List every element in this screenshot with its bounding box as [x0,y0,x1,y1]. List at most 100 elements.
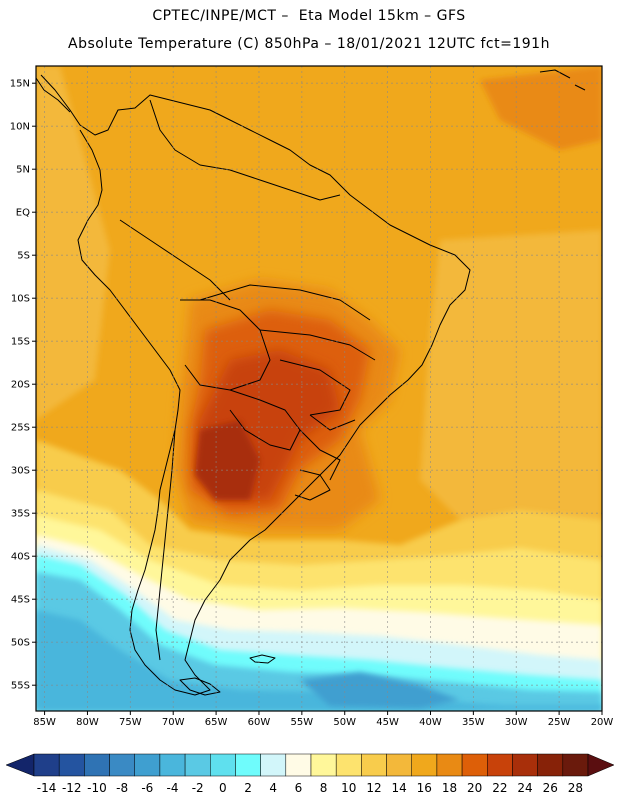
colorbar-swatch [210,753,236,777]
colorbar-swatch [562,753,589,777]
colorbar-label: -6 [141,781,153,795]
caribbean-islands [539,69,586,91]
colorbar-swatch [335,753,362,777]
lat-tick-label: 40S [11,552,30,563]
colorbar-swatch [58,753,85,777]
lon-tick-label: 65W [205,717,228,728]
colorbar-swatch [159,753,186,777]
lat-tick-label: 25S [11,423,30,434]
central-america-coast [36,77,71,113]
brazil-state-lines [199,284,376,431]
border-paraguay [229,389,301,451]
colorbar-swatch [436,753,463,777]
colorbar-swatch [84,753,110,777]
colorbar-label: 16 [417,781,432,795]
lat-tick-label: 5S [17,251,30,262]
colorbar-label: 24 [517,781,532,795]
field-south-band-minus4 [36,610,602,711]
lat-tick-label: 15N [10,79,30,90]
border-venezuela-brazil [229,169,341,201]
colorbar-label: 0 [219,781,227,795]
colorbar-label: -10 [87,781,107,795]
lon-tick-label: 25W [548,717,571,728]
colorbar-label: 14 [391,781,406,795]
field-caribbean-hot [480,66,602,150]
lat-tick-label: 10N [10,122,30,133]
border-peru-brazil [119,219,231,301]
lon-tick-label: 35W [462,717,485,728]
colorbar-swatch [512,753,538,777]
colorbar-label: -14 [37,781,57,795]
lon-tick-label: 20W [591,717,614,728]
south-america-coastline [40,74,471,696]
temperature-field [36,66,602,711]
graticule [36,66,603,711]
field-pacific-tropics [36,66,110,420]
border-uruguay [294,469,331,501]
colorbar-label: 4 [269,781,277,795]
colorbar-swatch [386,753,412,777]
colorbar-swatch [260,753,287,777]
lat-tick-label: 5N [16,165,30,176]
colorbar-swatch [461,753,488,777]
lon-tick-label: 40W [419,717,442,728]
lon-tick-label: 30W [505,717,528,728]
colorbar-label: 20 [467,781,482,795]
lat-tick-label: 35S [11,509,30,520]
lat-tick-label: 10S [11,294,30,305]
colorbar-swatch [134,753,161,777]
coastline-layer [36,69,586,696]
colorbar: -14 -12 -10 -8 -6 -4 -2 0 2 4 6 8 10 12 14 16 18 20 22 24 26… [5,753,615,795]
colorbar-label: 6 [295,781,303,795]
colorbar-label: -12 [62,781,82,795]
colorbar-label: -2 [192,781,204,795]
colorbar-label: 26 [543,781,558,795]
colorbar-swatch [33,753,60,777]
lon-tick-label: 70W [162,717,185,728]
lon-tick-label: 80W [76,717,99,728]
colorbar-label: 8 [320,781,328,795]
colorbar-swatch [184,753,211,777]
colorbar-label: 22 [492,781,507,795]
colorbar-over-arrow [587,753,615,777]
lon-tick-label: 50W [333,717,356,728]
field-chaco-hottest [195,420,260,500]
lat-tick-label: 55S [11,681,30,692]
colorbar-under-arrow [5,753,35,777]
lat-tick-label: EQ [16,208,30,219]
lon-tick-label: 75W [119,717,142,728]
colorbar-swatch [310,753,337,777]
field-atlantic-warm [420,230,602,560]
chart-title-line1: CPTEC/INPE/MCT – Eta Model 15km – GFS [152,8,466,24]
axes: 85W 80W 75W 70W 65W 60W 55W 50W 45W 40W 35W 30W 25W 2… [10,79,614,728]
colorbar-label: 18 [442,781,457,795]
field-drake-cold [300,672,460,708]
colorbar-label: -4 [167,781,179,795]
colorbar-swatch [285,753,312,777]
lat-tick-label: 15S [11,337,30,348]
chart-title-line2: Absolute Temperature (C) 850hPa – 18/01/… [68,36,550,52]
lon-tick-label: 85W [33,717,56,728]
falkland-islands [249,654,276,664]
colorbar-swatch [109,753,135,777]
lat-tick-label: 20S [11,380,30,391]
colorbar-label: 12 [366,781,381,795]
lat-tick-label: 30S [11,466,30,477]
colorbar-swatch [361,753,387,777]
colorbar-swatch [487,753,513,777]
colorbar-label: 28 [568,781,583,795]
colorbar-swatch [235,753,261,777]
colorbar-label: -8 [116,781,128,795]
border-bolivia [180,299,271,391]
lon-tick-label: 55W [291,717,314,728]
colorbar-label: 10 [341,781,356,795]
tierra-del-fuego [179,677,221,696]
border-colombia-venezuela [149,99,231,171]
lon-tick-label: 60W [248,717,271,728]
border-brazil-argentina [299,429,341,481]
colorbar-label: 2 [244,781,252,795]
lat-tick-label: 45S [11,595,30,606]
lat-tick-label: 50S [11,638,30,649]
colorbar-swatch [537,753,564,777]
